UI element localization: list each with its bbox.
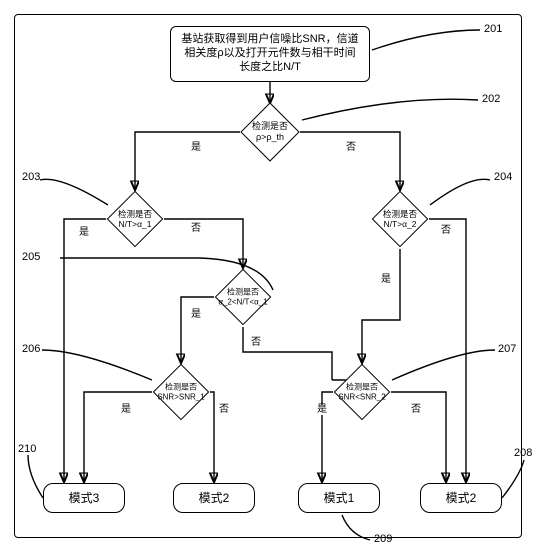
label-snr1-no: 否 [218, 405, 230, 415]
label-snr2-yes: 是 [316, 405, 328, 415]
flowchart-canvas: 基站获取得到用户信噪比SNR，信道相关度ρ以及打开元件数与相干时间长度之比N/T… [0, 0, 550, 551]
callout-203: 203 [22, 172, 40, 183]
decision-nt2: 检测是否N/T>α_2 [371, 190, 429, 248]
decision-snr1: 检测是否SNR>SNR_1 [152, 363, 210, 421]
label-between-no: 否 [250, 338, 262, 348]
label-nt2-no: 否 [440, 226, 452, 236]
decision-between: 检测是否α_2<N/T<α_1 [214, 268, 272, 326]
mode2b-node: 模式2 [420, 483, 502, 513]
label-nt1-yes: 是 [78, 228, 90, 238]
label-rho-no: 否 [345, 143, 357, 153]
decision-nt1: 检测是否N/T>α_1 [106, 190, 164, 248]
decision-snr2: 检测是否SNR<SNR_2 [333, 363, 391, 421]
mode3-node: 模式3 [43, 483, 125, 513]
callout-207: 207 [498, 344, 516, 355]
label-between-yes: 是 [190, 310, 202, 320]
callout-206: 206 [22, 344, 40, 355]
mode2a-node: 模式2 [173, 483, 255, 513]
callout-205: 205 [22, 252, 40, 263]
callout-204: 204 [494, 172, 512, 183]
label-snr1-yes: 是 [120, 405, 132, 415]
callout-208: 208 [514, 448, 532, 459]
label-rho-yes: 是 [190, 143, 202, 153]
mode3-text: 模式3 [69, 491, 100, 506]
callout-210: 210 [18, 444, 36, 455]
mode1-node: 模式1 [298, 483, 380, 513]
decision-rho: 检测是否ρ>ρ_th [240, 102, 300, 162]
label-nt2-yes: 是 [380, 275, 392, 285]
start-node: 基站获取得到用户信噪比SNR，信道相关度ρ以及打开元件数与相干时间长度之比N/T [170, 26, 370, 82]
callout-209: 209 [374, 534, 392, 545]
mode2a-text: 模式2 [199, 491, 230, 506]
label-nt1-no: 否 [190, 224, 202, 234]
mode2b-text: 模式2 [446, 491, 477, 506]
start-text: 基站获取得到用户信噪比SNR，信道相关度ρ以及打开元件数与相干时间长度之比N/T [181, 33, 358, 74]
callout-202: 202 [482, 94, 500, 105]
callout-201: 201 [484, 24, 502, 35]
mode1-text: 模式1 [324, 491, 355, 506]
label-snr2-no: 否 [410, 405, 422, 415]
